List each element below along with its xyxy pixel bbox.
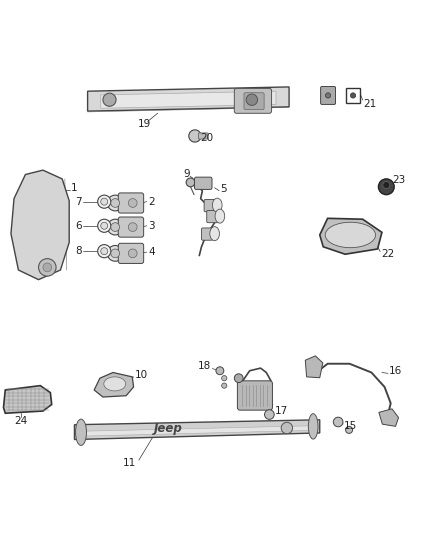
Circle shape — [39, 259, 56, 276]
Polygon shape — [74, 420, 320, 440]
Circle shape — [246, 94, 258, 106]
Circle shape — [325, 93, 331, 98]
Circle shape — [186, 178, 195, 187]
Text: 9: 9 — [184, 168, 191, 179]
FancyBboxPatch shape — [237, 381, 272, 410]
FancyBboxPatch shape — [321, 86, 336, 104]
Circle shape — [101, 198, 108, 205]
Circle shape — [378, 179, 394, 195]
Circle shape — [350, 93, 356, 98]
Polygon shape — [320, 219, 382, 254]
FancyBboxPatch shape — [207, 211, 218, 223]
Text: 4: 4 — [148, 247, 155, 257]
Circle shape — [98, 219, 111, 232]
Ellipse shape — [212, 198, 222, 212]
Circle shape — [281, 422, 293, 434]
Circle shape — [128, 223, 137, 231]
Text: 2: 2 — [148, 197, 155, 207]
Circle shape — [101, 248, 108, 255]
Circle shape — [128, 199, 137, 207]
Text: 8: 8 — [75, 246, 82, 256]
Ellipse shape — [210, 227, 219, 241]
Circle shape — [107, 246, 123, 261]
Circle shape — [107, 195, 123, 211]
Circle shape — [111, 223, 120, 231]
Ellipse shape — [76, 419, 86, 446]
Text: 16: 16 — [389, 366, 402, 376]
Polygon shape — [305, 356, 323, 378]
Circle shape — [346, 426, 353, 433]
FancyBboxPatch shape — [346, 88, 360, 103]
Text: 3: 3 — [148, 221, 155, 231]
Polygon shape — [94, 373, 134, 397]
Text: 6: 6 — [75, 221, 82, 231]
FancyBboxPatch shape — [194, 177, 212, 189]
FancyBboxPatch shape — [198, 133, 208, 139]
Circle shape — [383, 182, 390, 189]
FancyBboxPatch shape — [204, 199, 215, 212]
Circle shape — [222, 376, 227, 381]
Ellipse shape — [308, 414, 318, 439]
Circle shape — [222, 383, 227, 388]
FancyBboxPatch shape — [201, 228, 213, 240]
Polygon shape — [88, 87, 289, 111]
Text: 22: 22 — [381, 249, 394, 259]
Circle shape — [111, 249, 120, 258]
FancyBboxPatch shape — [234, 88, 272, 114]
Polygon shape — [79, 426, 315, 436]
Polygon shape — [101, 91, 276, 108]
FancyBboxPatch shape — [244, 93, 264, 110]
Text: 11: 11 — [123, 458, 136, 468]
Circle shape — [103, 93, 116, 106]
Polygon shape — [4, 386, 52, 413]
Circle shape — [189, 130, 201, 142]
Text: 20: 20 — [201, 133, 214, 143]
Text: 7: 7 — [75, 197, 82, 207]
Circle shape — [216, 367, 224, 375]
Text: 15: 15 — [344, 422, 357, 431]
Circle shape — [107, 219, 123, 235]
Circle shape — [234, 374, 243, 383]
Text: 21: 21 — [364, 99, 377, 109]
Ellipse shape — [104, 377, 126, 391]
Text: 17: 17 — [275, 406, 288, 416]
Circle shape — [265, 410, 274, 419]
Text: Jeep: Jeep — [154, 422, 183, 435]
Text: 18: 18 — [198, 361, 212, 372]
Ellipse shape — [325, 222, 376, 248]
Ellipse shape — [215, 209, 225, 223]
FancyBboxPatch shape — [118, 243, 144, 263]
Text: 19: 19 — [138, 119, 151, 129]
Polygon shape — [11, 170, 69, 280]
Text: 1: 1 — [71, 183, 78, 192]
Circle shape — [333, 417, 343, 427]
Circle shape — [98, 195, 111, 208]
Text: 23: 23 — [392, 175, 405, 185]
Text: 24: 24 — [14, 416, 28, 426]
FancyBboxPatch shape — [118, 217, 144, 237]
Circle shape — [101, 222, 108, 229]
Text: 10: 10 — [135, 370, 148, 380]
Circle shape — [111, 199, 120, 207]
Circle shape — [43, 263, 52, 272]
Circle shape — [98, 245, 111, 258]
Polygon shape — [379, 409, 399, 426]
Text: 5: 5 — [220, 183, 226, 193]
FancyBboxPatch shape — [118, 193, 144, 213]
Circle shape — [128, 249, 137, 258]
